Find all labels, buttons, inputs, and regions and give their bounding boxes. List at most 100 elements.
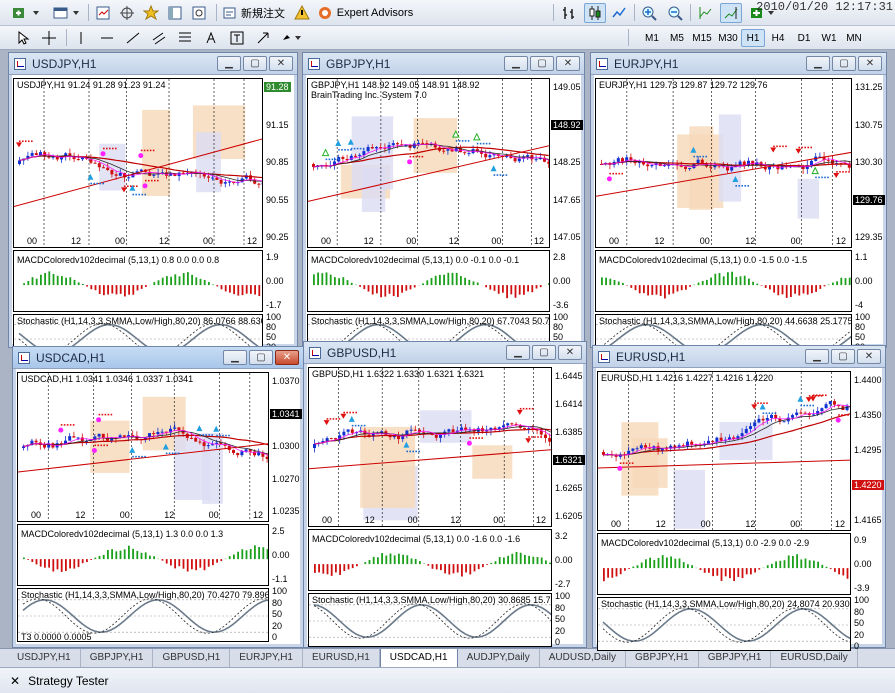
chart-tab[interactable]: GBPJPY,H1: [626, 649, 699, 667]
timeframe-d1[interactable]: D1: [797, 32, 811, 44]
shapes-icon[interactable]: [278, 28, 306, 48]
minimize-button[interactable]: ▁: [805, 349, 829, 364]
bar-chart-icon[interactable]: [558, 3, 580, 23]
timeframe-m5[interactable]: M5: [670, 32, 684, 44]
candlestick-icon[interactable]: [584, 3, 606, 23]
terminal-icon[interactable]: [164, 3, 186, 23]
chart-window[interactable]: EURJPY,H1 ▁ ▢ ✕ EURJPY,H1 129.73 129.87 …: [590, 52, 887, 362]
zoom-in-icon[interactable]: [638, 3, 660, 23]
window-titlebar[interactable]: EURUSD,H1 ▁ ▢ ✕: [593, 346, 885, 368]
macd-pane[interactable]: MACDColoredv102decimal (5,13,1) 0.0 -1.5…: [595, 250, 852, 312]
timeframe-m1[interactable]: M1: [645, 32, 659, 44]
timeframe-m15[interactable]: M15: [692, 32, 712, 44]
minimize-button[interactable]: ▁: [217, 56, 241, 71]
indicators-icon[interactable]: [746, 3, 780, 23]
close-button[interactable]: ✕: [858, 56, 882, 71]
window-titlebar[interactable]: USDCAD,H1 ▁ ▢ ✕: [13, 347, 303, 369]
line-chart-icon[interactable]: [608, 3, 630, 23]
timeframe-m30[interactable]: M30: [718, 32, 738, 44]
profiles-icon[interactable]: [48, 3, 84, 23]
new-chart-icon[interactable]: [8, 3, 44, 23]
chart-window[interactable]: GBPJPY,H1 ▁ ▢ ✕ GBPJPY,H1 148.92 149.05 …: [302, 52, 585, 362]
macd-pane[interactable]: MACDColoredv102decimal (5,13,1) 0.0 -2.9…: [597, 533, 851, 595]
stochastic-pane[interactable]: Stochastic (H1,14,3,3,SMMA,Low/High,80,2…: [17, 588, 269, 642]
minimize-button[interactable]: ▁: [223, 350, 247, 365]
window-titlebar[interactable]: USDJPY,H1 ▁ ▢ ✕: [9, 53, 297, 75]
vertical-line-icon[interactable]: [70, 28, 92, 48]
macd-pane[interactable]: MACDColoredv102decimal (5,13,1) 0.0 -0.1…: [307, 250, 550, 312]
arrows-icon[interactable]: [252, 28, 274, 48]
close-button[interactable]: ✕: [857, 349, 881, 364]
chart-tab[interactable]: EURUSD,H1: [303, 649, 380, 667]
new-order-button[interactable]: 新規注文: [222, 3, 290, 23]
minimize-button[interactable]: ▁: [506, 345, 530, 360]
window-titlebar[interactable]: EURJPY,H1 ▁ ▢ ✕: [591, 53, 886, 75]
plot-area[interactable]: GBPJPY,H1 148.92 149.05 148.91 148.92 Bra…: [307, 78, 583, 362]
stochastic-pane[interactable]: Stochastic (H1,14,3,3,SMMA,Low/High,80,2…: [597, 597, 851, 651]
chart-window[interactable]: USDJPY,H1 ▁ ▢ ✕ USDJPY,H1 91.24 91.28 91…: [8, 52, 298, 362]
plot-area[interactable]: EURUSD,H1 1.4216 1.4227 1.4216 1.4220 1.4…: [597, 371, 884, 651]
maximize-button[interactable]: ▢: [243, 56, 267, 71]
close-button[interactable]: ✕: [556, 56, 580, 71]
close-button[interactable]: ✕: [269, 56, 293, 71]
timeframe-h1[interactable]: H1: [741, 29, 765, 47]
plot-area[interactable]: EURJPY,H1 129.73 129.87 129.72 129.76 131…: [595, 78, 885, 362]
chart-tab[interactable]: GBPJPY,H1: [81, 649, 154, 667]
trendline-icon[interactable]: [122, 28, 144, 48]
chart-tab[interactable]: USDCAD,H1: [379, 649, 458, 668]
price-pane[interactable]: EURUSD,H1 1.4216 1.4227 1.4216 1.4220: [597, 371, 851, 531]
cursor-icon[interactable]: [12, 28, 34, 48]
plot-area[interactable]: USDCAD,H1 1.0341 1.0346 1.0337 1.0341 1.0…: [17, 372, 302, 644]
chart-tab[interactable]: EURJPY,H1: [230, 649, 303, 667]
timeframe-h4[interactable]: H4: [771, 32, 785, 44]
macd-pane[interactable]: MACDColoredv102decimal (5,13,1) 1.3 0.0 …: [17, 524, 269, 586]
auto-scroll-icon[interactable]: [720, 3, 742, 23]
maximize-button[interactable]: ▢: [532, 345, 556, 360]
chart-window[interactable]: USDCAD,H1 ▁ ▢ ✕ USDCAD,H1 1.0341 1.0346 …: [12, 346, 304, 648]
close-button[interactable]: ✕: [558, 345, 582, 360]
maximize-button[interactable]: ▢: [832, 56, 856, 71]
chart-tab[interactable]: USDJPY,H1: [8, 649, 81, 667]
market-watch-icon[interactable]: [92, 3, 114, 23]
maximize-button[interactable]: ▢: [831, 349, 855, 364]
chart-tab[interactable]: AUDJPY,Daily: [458, 649, 540, 667]
chart-shift-icon[interactable]: [694, 3, 716, 23]
close-icon[interactable]: ✕: [10, 673, 21, 688]
horizontal-line-icon[interactable]: [96, 28, 118, 48]
price-pane[interactable]: EURJPY,H1 129.73 129.87 129.72 129.76: [595, 78, 852, 248]
tester-icon[interactable]: [188, 3, 210, 23]
macd-pane[interactable]: MACDColoredv102decimal (5,13,1) 0.8 0.0 …: [13, 250, 263, 312]
price-pane[interactable]: GBPUSD,H1 1.6322 1.6330 1.6321 1.6321: [308, 367, 552, 527]
close-button[interactable]: ✕: [275, 350, 299, 365]
stochastic-pane[interactable]: Stochastic (H1,14,3,3,SMMA,Low/High,80,2…: [308, 593, 552, 647]
maximize-button[interactable]: ▢: [249, 350, 273, 365]
chart-window[interactable]: GBPUSD,H1 ▁ ▢ ✕ GBPUSD,H1 1.6322 1.6330 …: [303, 341, 587, 648]
window-titlebar[interactable]: GBPJPY,H1 ▁ ▢ ✕: [303, 53, 584, 75]
chart-tab[interactable]: GBPUSD,H1: [153, 649, 231, 667]
fibonacci-icon[interactable]: [174, 28, 196, 48]
chart-tab[interactable]: AUDUSD,Daily: [540, 649, 626, 667]
timeframe-w1[interactable]: W1: [821, 32, 837, 44]
text-icon[interactable]: [200, 28, 222, 48]
maximize-button[interactable]: ▢: [530, 56, 554, 71]
text-label-icon[interactable]: [226, 28, 248, 48]
expert-advisors-button[interactable]: Expert Advisors: [314, 3, 420, 23]
macd-pane[interactable]: MACDColoredv102decimal (5,13,1) 0.0 -1.6…: [308, 529, 552, 591]
chart-window[interactable]: EURUSD,H1 ▁ ▢ ✕ EURUSD,H1 1.4216 1.4227 …: [592, 345, 886, 651]
favorites-icon[interactable]: [140, 3, 162, 23]
plot-area[interactable]: USDJPY,H1 91.24 91.28 91.23 91.24 91.28 91…: [13, 78, 293, 362]
crosshair-icon[interactable]: [38, 28, 60, 48]
price-pane[interactable]: USDCAD,H1 1.0341 1.0346 1.0337 1.0341: [17, 372, 269, 522]
chart-tab[interactable]: GBPJPY,H1: [699, 649, 772, 667]
minimize-button[interactable]: ▁: [806, 56, 830, 71]
price-pane[interactable]: USDJPY,H1 91.24 91.28 91.23 91.24: [13, 78, 263, 248]
minimize-button[interactable]: ▁: [504, 56, 528, 71]
strategy-tester-bar[interactable]: ✕ Strategy Tester: [0, 667, 895, 693]
channel-icon[interactable]: [148, 28, 170, 48]
warning-icon[interactable]: [292, 3, 312, 23]
zoom-out-icon[interactable]: [664, 3, 686, 23]
timeframe-mn[interactable]: MN: [846, 32, 862, 44]
plot-area[interactable]: GBPUSD,H1 1.6322 1.6330 1.6321 1.6321 1.6…: [308, 367, 585, 647]
chart-tab[interactable]: EURUSD,Daily: [771, 649, 858, 667]
navigator-icon[interactable]: [116, 3, 138, 23]
